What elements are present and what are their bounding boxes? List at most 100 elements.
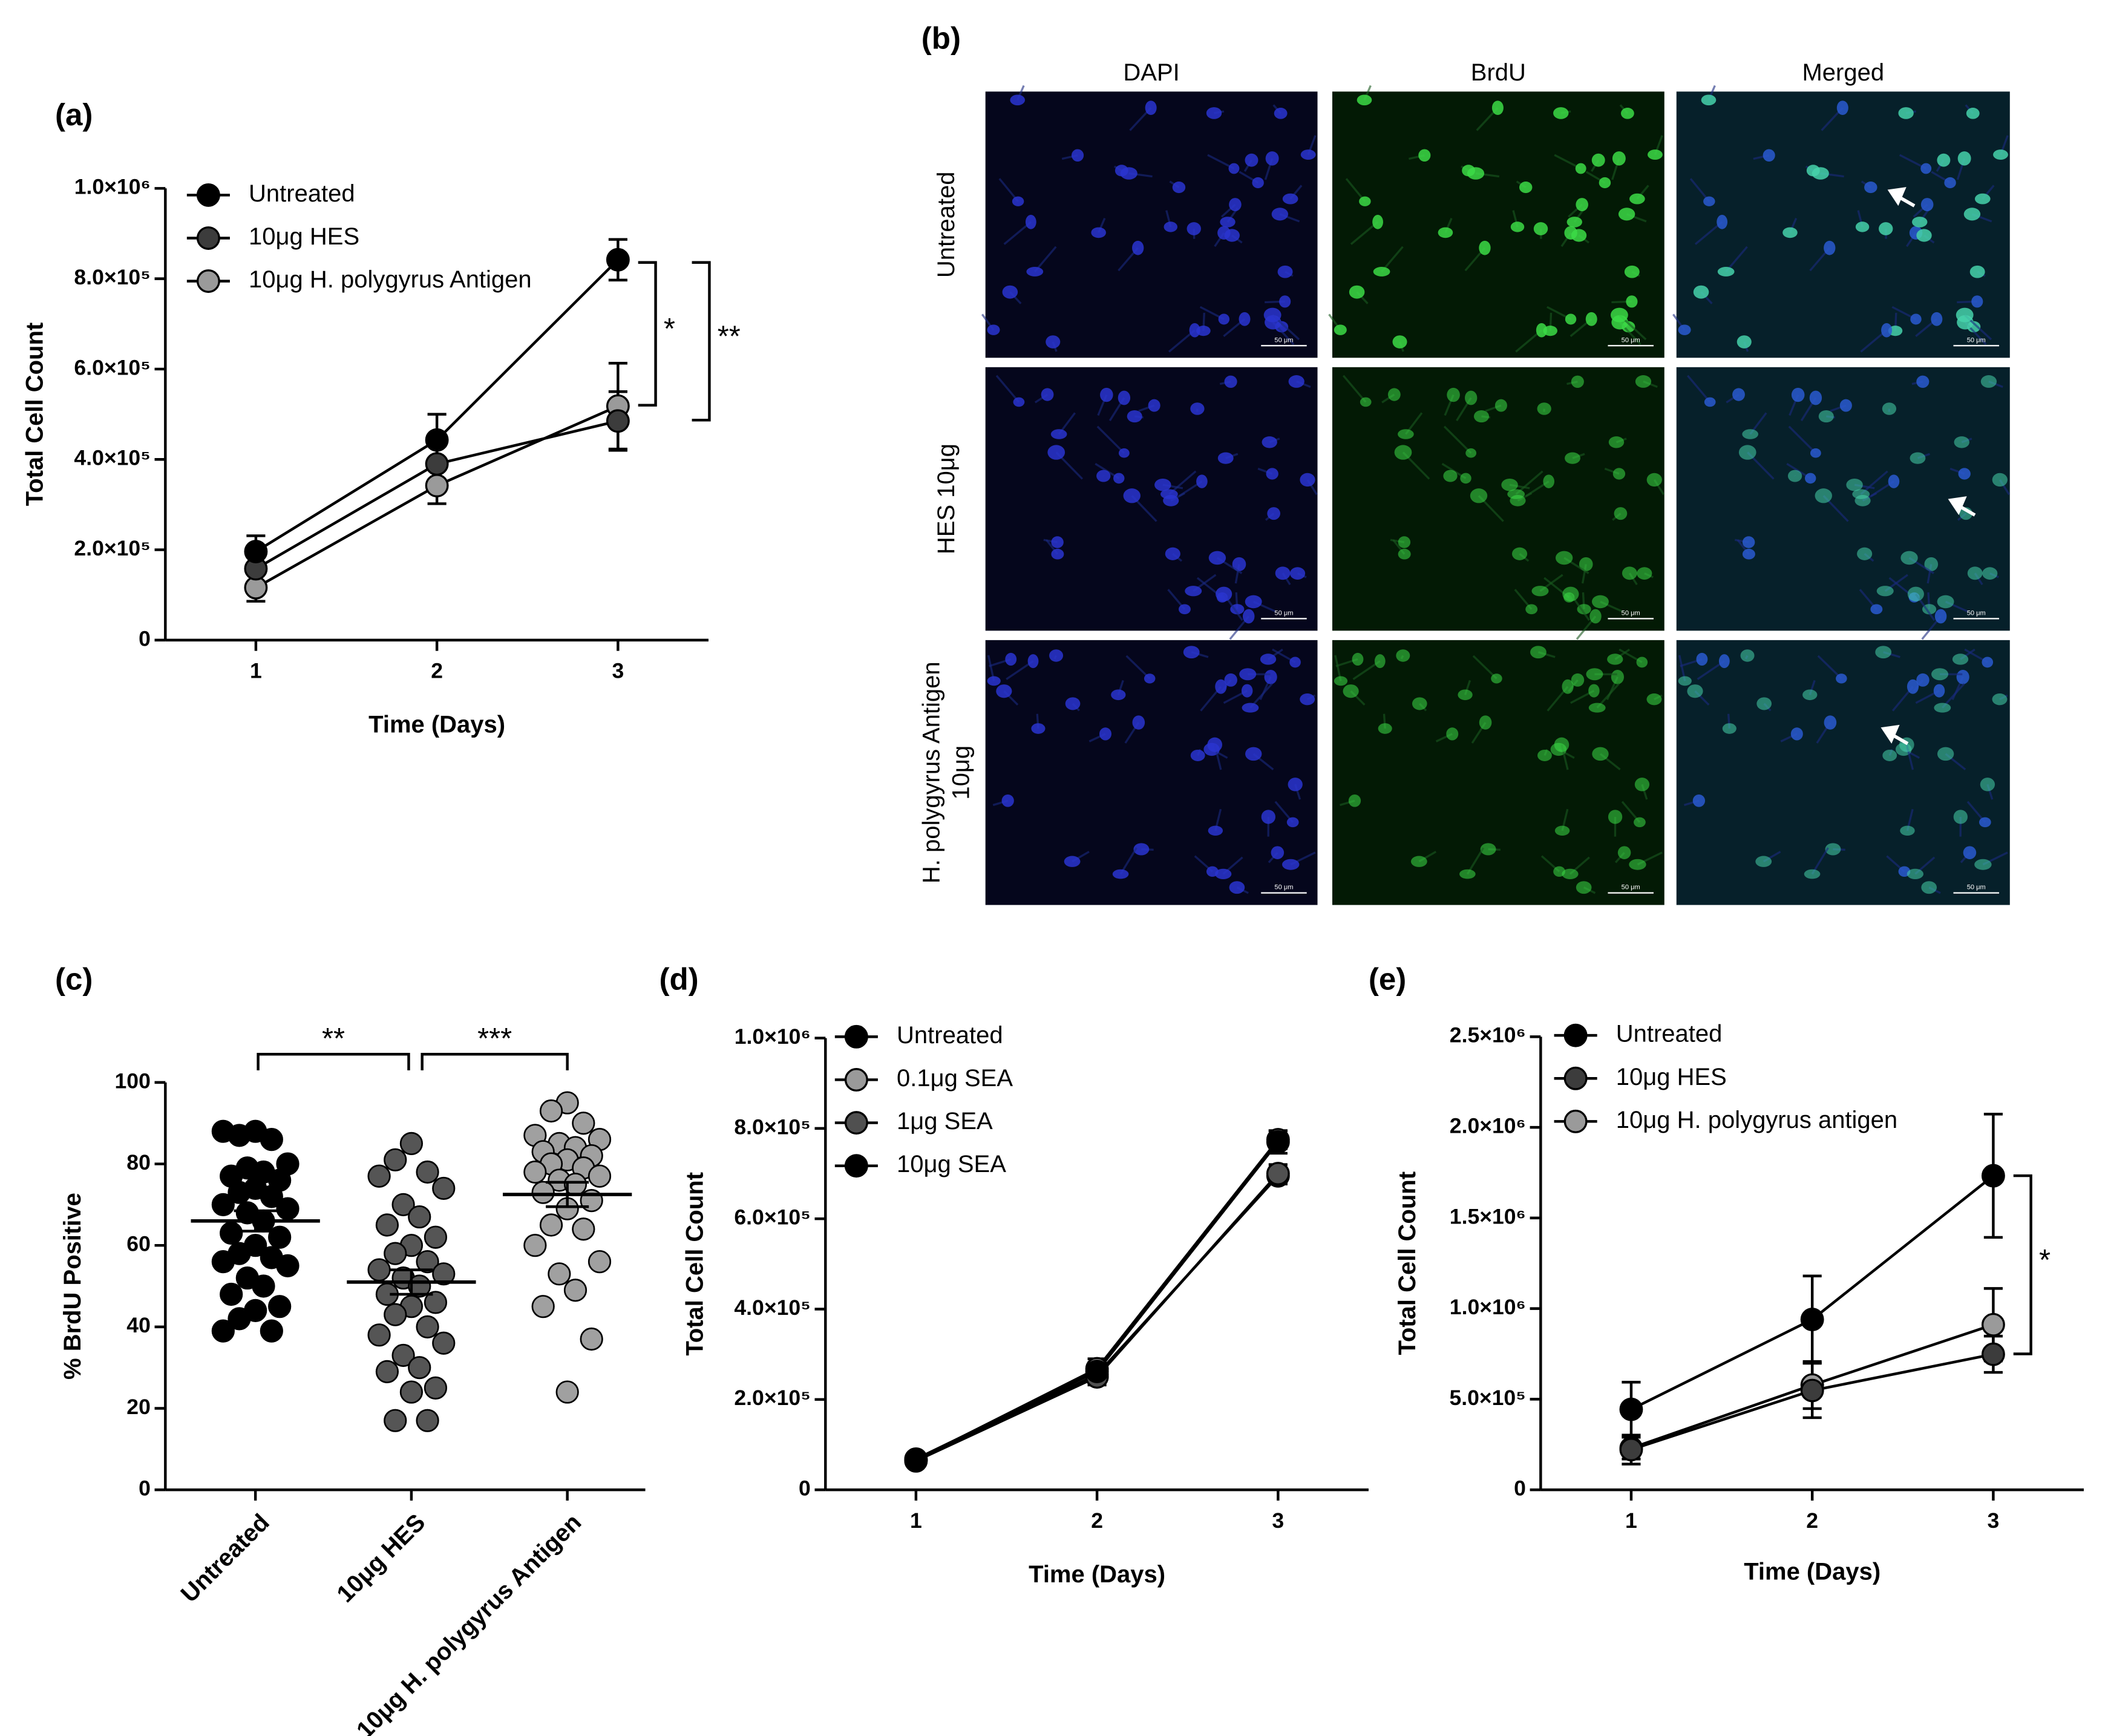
cells (987, 646, 1316, 894)
cell (1394, 445, 1412, 460)
cell (1118, 448, 1130, 458)
x-axis-title: Time (Days) (1029, 1561, 1165, 1588)
cell (1360, 397, 1372, 407)
y-tick-label: 4.0×10⁵ (74, 446, 150, 470)
cell (1982, 657, 1994, 668)
cell (1898, 107, 1914, 119)
cell (1810, 448, 1821, 458)
cell (1966, 108, 1980, 119)
cell (1196, 474, 1208, 488)
cell (1398, 429, 1414, 439)
cell (1692, 794, 1706, 807)
cell (1912, 217, 1928, 228)
cell (1937, 747, 1954, 761)
cell (1804, 473, 1816, 484)
data-point (399, 1132, 424, 1155)
arrow-head (1948, 496, 1967, 516)
cell (1465, 448, 1477, 458)
data-point (1981, 1164, 2005, 1188)
cell (1804, 869, 1821, 879)
y-tick-label: 8.0×10⁵ (74, 265, 150, 289)
cell (1933, 684, 1945, 698)
cell (1100, 387, 1113, 402)
cell (1956, 669, 1969, 684)
column-label: DAPI (1123, 59, 1179, 86)
data-point (227, 1307, 251, 1331)
cell (1944, 177, 1956, 189)
cell (1704, 397, 1716, 407)
data-point (211, 1193, 235, 1216)
significance-label: * (664, 313, 675, 346)
cell (1133, 843, 1150, 856)
cell (1300, 149, 1316, 160)
data-point (384, 1148, 407, 1171)
data-point (555, 1380, 579, 1404)
data-point (244, 540, 268, 563)
x-axis-title: Time (Days) (1744, 1558, 1881, 1585)
cell (1543, 474, 1554, 488)
cell (1479, 240, 1491, 255)
cell (1701, 94, 1717, 106)
x-tick-label: 2 (1806, 1508, 1818, 1533)
cell (1576, 881, 1592, 894)
cell (1242, 609, 1255, 624)
y-tick-label: 40 (126, 1313, 151, 1337)
cell (1491, 673, 1502, 684)
legend-marker (196, 226, 220, 250)
cell (1242, 703, 1259, 713)
y-tick-label: 5.0×10⁵ (1449, 1386, 1525, 1410)
cell (1971, 295, 1983, 308)
cell (1012, 196, 1024, 206)
data-point (268, 1295, 292, 1318)
data-point (1266, 1130, 1290, 1154)
significance-label: * (2039, 1244, 2051, 1277)
cell (987, 324, 1000, 335)
cell (1372, 215, 1383, 229)
cell (1241, 684, 1253, 698)
cell (1907, 586, 1924, 601)
cell (1165, 547, 1180, 560)
cell-process (1687, 375, 1711, 403)
x-tick-label: 3 (1988, 1508, 2000, 1533)
data-point (539, 1213, 563, 1237)
cell (1825, 843, 1841, 856)
data-point (1619, 1397, 1643, 1421)
data-point (391, 1343, 415, 1368)
data-point (904, 1447, 928, 1471)
data-point (252, 1274, 275, 1298)
cell (1836, 673, 1847, 684)
cell (1937, 153, 1951, 167)
data-point (425, 452, 449, 476)
cell (1049, 649, 1064, 662)
cell (1398, 548, 1411, 560)
cell (1349, 285, 1365, 299)
cell (1571, 229, 1587, 242)
cell (1637, 567, 1652, 580)
cells (1343, 375, 1665, 640)
cell (1742, 536, 1755, 548)
data-point (408, 1205, 431, 1229)
cell (1738, 445, 1756, 460)
legend-label: 10μg HES (1616, 1064, 1727, 1090)
cell (1396, 649, 1410, 662)
cell (1790, 727, 1803, 741)
y-tick-label: 6.0×10⁵ (74, 355, 150, 379)
cells (1678, 646, 2008, 894)
data-point (276, 1197, 300, 1220)
cell-process (1788, 425, 1817, 454)
cell (1579, 557, 1593, 572)
cell (1300, 693, 1315, 706)
cell (1618, 208, 1635, 221)
y-axis-title: Total Cell Count (682, 1172, 709, 1356)
cell (1041, 388, 1054, 401)
panel-label: (d) (659, 962, 698, 997)
cell (1267, 507, 1280, 520)
cell (1782, 227, 1798, 238)
cell (1974, 193, 1991, 205)
cell (996, 684, 1012, 698)
cell (1507, 489, 1525, 499)
cell (1172, 182, 1186, 194)
scale-bar-label: 50 μm (1622, 884, 1640, 891)
data-point (1266, 1162, 1290, 1185)
cell (1418, 149, 1431, 162)
